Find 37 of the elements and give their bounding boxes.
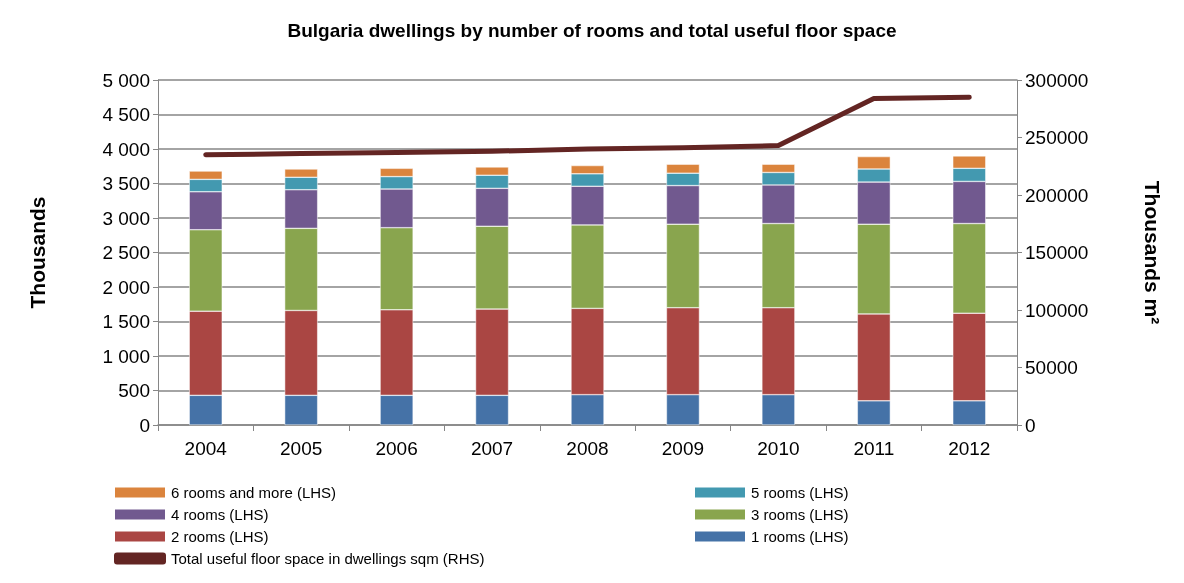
legend-label: 2 rooms (LHS) [171, 528, 269, 545]
y-axis-title: Thousands [26, 196, 49, 309]
y-tick-label: 3 000 [102, 207, 150, 229]
x-tick-label: 2011 [853, 438, 895, 459]
legend-label: 1 rooms (LHS) [751, 528, 849, 545]
legend-label: 5 rooms (LHS) [751, 484, 849, 501]
x-tick-label: 2012 [948, 438, 991, 459]
y2-tick-label: 300000 [1025, 69, 1089, 91]
y2-tick-label: 50000 [1025, 357, 1078, 378]
y-tick-label: 3 500 [102, 173, 150, 194]
legend-label: 6 rooms and more (LHS) [171, 484, 337, 501]
x-tick-label: 2005 [280, 438, 323, 459]
x-tick-label: 2007 [470, 438, 514, 459]
y2-tick-label: 200000 [1025, 184, 1089, 206]
y-tick-label: 2 500 [102, 242, 150, 263]
x-tick-label: 2010 [757, 438, 800, 459]
y2-tick-label: 0 [1025, 414, 1036, 436]
x-tick-label: 2004 [184, 438, 228, 459]
chart-title: Bulgaria dwellings by number of rooms and total useful floor space [287, 20, 897, 41]
y-tick-label: 5 000 [102, 69, 150, 91]
x-tick-label: 2008 [566, 438, 609, 459]
y-tick-label: 1 500 [102, 311, 150, 332]
y2-tick-label: 250000 [1025, 127, 1089, 148]
y-tick-label: 1 000 [102, 345, 150, 367]
x-tick-label: 2006 [375, 438, 418, 459]
y-tick-label: 500 [118, 380, 150, 401]
y-tick-label: 4 000 [102, 138, 150, 160]
y-tick-label: 0 [139, 414, 150, 436]
legend-label: Total useful floor space in dwellings sqm (RHS) [171, 550, 485, 567]
legend-label: 3 rooms (LHS) [751, 506, 849, 523]
y-tick-label: 2 000 [102, 276, 150, 298]
legend-label: 4 rooms (LHS) [171, 506, 269, 523]
y2-tick-label: 150000 [1025, 242, 1089, 263]
y2-tick-label: 100000 [1025, 299, 1089, 321]
y-tick-label: 4 500 [102, 104, 150, 125]
x-tick-label: 2009 [661, 438, 705, 459]
y2-axis-title: Thousands m² [1141, 180, 1164, 325]
